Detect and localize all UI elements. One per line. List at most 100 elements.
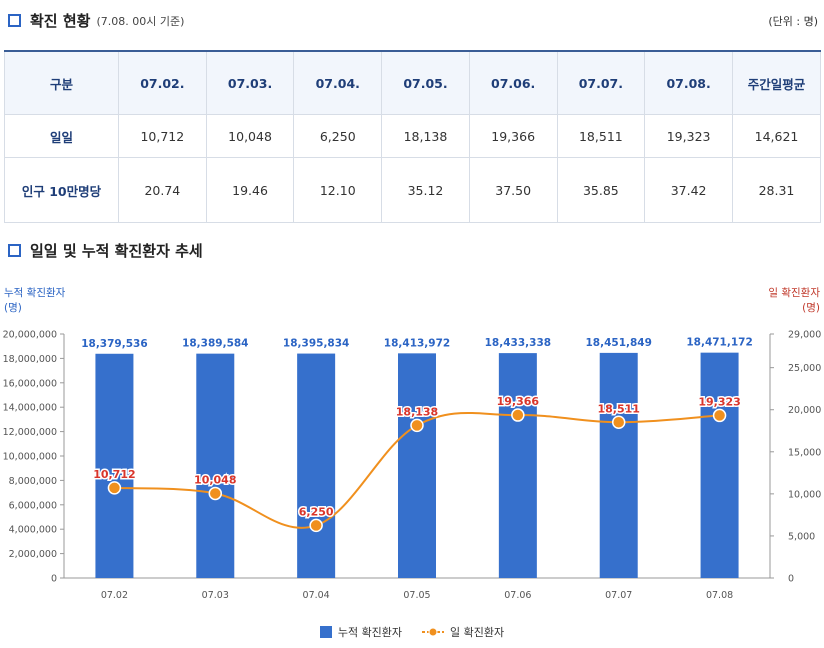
table-header-row: 구분 07.02. 07.03. 07.04. 07.05. 07.06. 07… — [4, 50, 821, 115]
section-subtitle: (7.08. 00시 기준) — [96, 14, 185, 28]
table-header-cell: 주간일평균 — [732, 50, 821, 115]
table-cell: 28.31 — [732, 157, 821, 223]
table-cell: 19,366 — [468, 114, 558, 158]
bar-value-label: 18,389,584 — [182, 338, 248, 350]
right-tick-label: 29,000 — [788, 330, 821, 341]
table-cell: 37.42 — [644, 157, 733, 223]
table-cell: 35.12 — [381, 157, 470, 223]
bar-value-label: 18,433,338 — [485, 337, 551, 349]
bar — [398, 353, 436, 578]
bar — [196, 353, 235, 578]
bar-value-label: 18,471,172 — [686, 337, 752, 349]
line-point — [309, 518, 323, 533]
table-cell: 10,712 — [118, 114, 207, 158]
left-tick-label: 20,000,000 — [3, 330, 57, 341]
x-tick-label: 07.07 — [605, 590, 632, 601]
square-bullet-icon — [8, 244, 21, 257]
table-header-cell: 07.02. — [118, 50, 207, 115]
table-cell: 20.74 — [118, 157, 207, 223]
unit-label: (단위 : 명) — [768, 15, 818, 28]
line-point — [511, 408, 525, 422]
bar-value-label: 18,413,972 — [384, 337, 450, 349]
right-tick-label: 20,000 — [788, 405, 821, 416]
line-point — [712, 408, 727, 423]
table-header-cell: 07.07. — [556, 50, 646, 115]
table-row: 일일 10,712 10,048 6,250 18,138 19,366 18,… — [4, 114, 821, 158]
x-tick-label: 07.05 — [403, 590, 430, 601]
x-tick-label: 07.04 — [303, 590, 330, 601]
section-title: 확진 현황 — [30, 12, 91, 30]
table-header-cell: 07.08. — [644, 50, 733, 115]
left-tick-label: 18,000,000 — [3, 354, 57, 365]
combo-chart: 0 2,000,000 4,000,000 6,000,000 8,000,000 10,… — [3, 330, 822, 602]
chart-legend: 누적 확진환자 일 확진환자 — [0, 624, 824, 640]
legend-item-daily[interactable]: 일 확진환자 — [422, 624, 504, 640]
left-tick-label: 8,000,000 — [9, 476, 57, 487]
line-point — [208, 486, 223, 501]
left-axis-title: 누적 확진환자 (명) — [4, 286, 65, 316]
status-table: 구분 07.02. 07.03. 07.04. 07.05. 07.06. 07… — [4, 50, 821, 223]
line-value-label: 18,511 — [597, 402, 639, 415]
table-row: 인구 10만명당 20.74 19.46 12.10 35.12 37.50 3… — [4, 157, 821, 223]
section-header-status: 확진 현황 (7.08. 00시 기준) — [8, 10, 184, 31]
table-cell: 19,323 — [644, 114, 733, 158]
section-header-trend: 일일 및 누적 확진환자 추세 — [8, 240, 203, 261]
table-cell: 35.85 — [556, 157, 646, 223]
left-tick-label: 12,000,000 — [3, 427, 57, 438]
left-axis-title-line2: (명) — [4, 302, 22, 314]
bar-value-label: 18,451,849 — [585, 337, 651, 349]
x-tick-label: 07.03 — [202, 590, 229, 601]
bar-value-label: 18,379,536 — [81, 338, 147, 350]
row-label: 일일 — [4, 114, 119, 158]
right-tick-label: 10,000 — [788, 489, 821, 500]
table-header-cell: 07.03. — [205, 50, 295, 115]
table-cell: 18,511 — [556, 114, 646, 158]
legend-line-swatch — [422, 627, 445, 637]
left-tick-label: 4,000,000 — [9, 525, 57, 536]
legend-label: 누적 확진환자 — [337, 626, 403, 639]
left-tick-label: 6,000,000 — [9, 500, 57, 511]
table-cell: 37.50 — [468, 157, 558, 223]
table-header-cell: 구분 — [4, 50, 119, 115]
x-tick-label: 07.08 — [706, 590, 733, 601]
legend-label: 일 확진환자 — [450, 626, 505, 639]
table-cell: 18,138 — [381, 114, 470, 158]
line-value-label: 19,323 — [698, 395, 740, 408]
bar — [498, 353, 537, 578]
line-point — [410, 418, 424, 433]
section-title: 일일 및 누적 확진환자 추세 — [30, 242, 203, 260]
right-tick-label: 15,000 — [788, 447, 821, 458]
line-point — [107, 481, 122, 495]
legend-bar-swatch — [319, 626, 332, 638]
bar — [599, 352, 638, 578]
right-tick-label: 5,000 — [788, 531, 815, 542]
bar — [297, 353, 336, 578]
left-tick-label: 0 — [51, 574, 57, 585]
right-tick-label: 25,000 — [788, 363, 821, 374]
right-axis-title: 일 확진환자 (명) — [768, 286, 820, 316]
bar — [700, 352, 739, 578]
left-tick-label: 10,000,000 — [3, 452, 57, 463]
left-tick-label: 2,000,000 — [9, 549, 57, 560]
left-axis-title-line1: 누적 확진환자 — [4, 287, 66, 299]
square-bullet-icon — [8, 14, 21, 27]
left-tick-label: 14,000,000 — [3, 403, 57, 414]
left-tick-label: 16,000,000 — [3, 378, 57, 389]
line-value-label: 18,138 — [396, 405, 438, 418]
right-tick-label: 0 — [788, 574, 794, 585]
line-value-label: 10,048 — [194, 473, 236, 486]
table-cell: 12.10 — [293, 157, 383, 223]
line-value-label: 19,366 — [497, 395, 540, 408]
line-value-label: 10,712 — [93, 468, 135, 481]
table-header-cell: 07.06. — [468, 50, 558, 115]
right-axis-title-line2: (명) — [802, 302, 820, 314]
legend-item-cumulative[interactable]: 누적 확진환자 — [319, 624, 403, 640]
table-cell: 19.46 — [205, 157, 295, 223]
bar — [95, 353, 134, 578]
table-cell: 6,250 — [293, 114, 383, 158]
x-tick-label: 07.06 — [504, 590, 531, 601]
row-label: 인구 10만명당 — [4, 157, 119, 223]
table-header-cell: 07.04. — [293, 50, 383, 115]
bar-value-label: 18,395,834 — [283, 338, 349, 350]
table-cell: 14,621 — [732, 114, 821, 158]
